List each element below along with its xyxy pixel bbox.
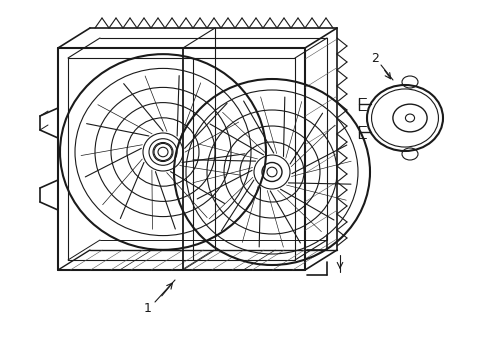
Text: 1: 1 xyxy=(144,301,152,315)
Text: 2: 2 xyxy=(370,51,378,64)
